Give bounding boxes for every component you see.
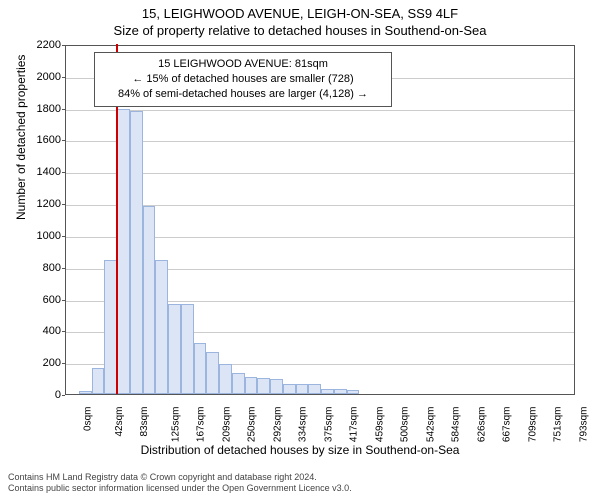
x-tick-label: 375sqm xyxy=(323,407,334,443)
y-tick-mark xyxy=(62,268,65,269)
histogram-bar xyxy=(321,389,334,394)
histogram-bar xyxy=(232,373,245,394)
y-tick-label: 1000 xyxy=(35,230,61,242)
y-tick-mark xyxy=(62,300,65,301)
chart-title-address: 15, LEIGHWOOD AVENUE, LEIGH-ON-SEA, SS9 … xyxy=(0,6,600,21)
x-tick-label: 334sqm xyxy=(298,407,309,443)
chart-subtitle: Size of property relative to detached ho… xyxy=(0,23,600,38)
histogram-bar xyxy=(257,378,270,394)
y-tick-label: 600 xyxy=(35,294,61,306)
y-axis-label: Number of detached properties xyxy=(14,55,28,220)
x-axis-label: Distribution of detached houses by size … xyxy=(0,443,600,457)
y-tick-label: 1800 xyxy=(35,103,61,115)
histogram-bar xyxy=(283,384,296,394)
histogram-bar xyxy=(181,304,194,394)
histogram-bar xyxy=(245,377,258,394)
y-tick-mark xyxy=(62,77,65,78)
chart-container: 15, LEIGHWOOD AVENUE, LEIGH-ON-SEA, SS9 … xyxy=(0,0,600,500)
y-tick-label: 200 xyxy=(35,357,61,369)
x-tick-label: 209sqm xyxy=(221,407,232,443)
y-tick-label: 800 xyxy=(35,262,61,274)
histogram-bar xyxy=(130,111,143,394)
histogram-bar xyxy=(143,206,156,394)
histogram-bar xyxy=(308,384,321,394)
histogram-bar xyxy=(206,352,219,394)
histogram-bar xyxy=(347,390,360,394)
y-tick-label: 2000 xyxy=(35,71,61,83)
histogram-bar xyxy=(92,368,105,394)
histogram-bar xyxy=(117,109,130,394)
y-tick-label: 400 xyxy=(35,325,61,337)
y-tick-mark xyxy=(62,236,65,237)
x-tick-label: 250sqm xyxy=(247,407,258,443)
x-tick-label: 292sqm xyxy=(272,407,283,443)
y-tick-label: 0 xyxy=(35,389,61,401)
x-tick-label: 167sqm xyxy=(196,407,207,443)
histogram-bar xyxy=(219,364,232,394)
x-tick-label: 584sqm xyxy=(451,407,462,443)
histogram-bar xyxy=(194,343,207,394)
y-tick-mark xyxy=(62,204,65,205)
annotation-line-3: 84% of semi-detached houses are larger (… xyxy=(103,87,383,102)
y-tick-mark xyxy=(62,363,65,364)
annotation-line-1: 15 LEIGHWOOD AVENUE: 81sqm xyxy=(103,57,383,72)
y-tick-mark xyxy=(62,109,65,110)
histogram-bar xyxy=(296,384,309,394)
x-tick-label: 459sqm xyxy=(374,407,385,443)
x-tick-label: 125sqm xyxy=(170,407,181,443)
x-tick-label: 500sqm xyxy=(400,407,411,443)
annotation-line-2: ← 15% of detached houses are smaller (72… xyxy=(103,72,383,87)
footer-line-1: Contains HM Land Registry data © Crown c… xyxy=(8,472,352,483)
x-tick-label: 626sqm xyxy=(476,407,487,443)
x-tick-label: 751sqm xyxy=(553,407,564,443)
y-tick-mark xyxy=(62,45,65,46)
histogram-bar xyxy=(168,304,181,394)
y-tick-label: 2200 xyxy=(35,39,61,51)
y-tick-mark xyxy=(62,331,65,332)
y-tick-mark xyxy=(62,140,65,141)
histogram-bar xyxy=(334,389,347,394)
x-tick-label: 667sqm xyxy=(502,407,513,443)
y-tick-label: 1400 xyxy=(35,166,61,178)
footer-attribution: Contains HM Land Registry data © Crown c… xyxy=(8,472,352,495)
y-tick-label: 1600 xyxy=(35,134,61,146)
annotation-box: 15 LEIGHWOOD AVENUE: 81sqm ← 15% of deta… xyxy=(94,52,392,107)
y-tick-mark xyxy=(62,395,65,396)
histogram-bar xyxy=(79,391,92,394)
x-tick-label: 793sqm xyxy=(578,407,589,443)
y-tick-label: 1200 xyxy=(35,198,61,210)
x-tick-label: 0sqm xyxy=(82,407,93,431)
x-tick-label: 417sqm xyxy=(349,407,360,443)
x-tick-label: 542sqm xyxy=(425,407,436,443)
footer-line-2: Contains public sector information licen… xyxy=(8,483,352,494)
x-tick-label: 83sqm xyxy=(139,407,150,437)
x-tick-label: 709sqm xyxy=(527,407,538,443)
histogram-bar xyxy=(270,379,283,394)
x-tick-label: 42sqm xyxy=(114,407,125,437)
histogram-bar xyxy=(155,260,168,394)
y-tick-mark xyxy=(62,172,65,173)
